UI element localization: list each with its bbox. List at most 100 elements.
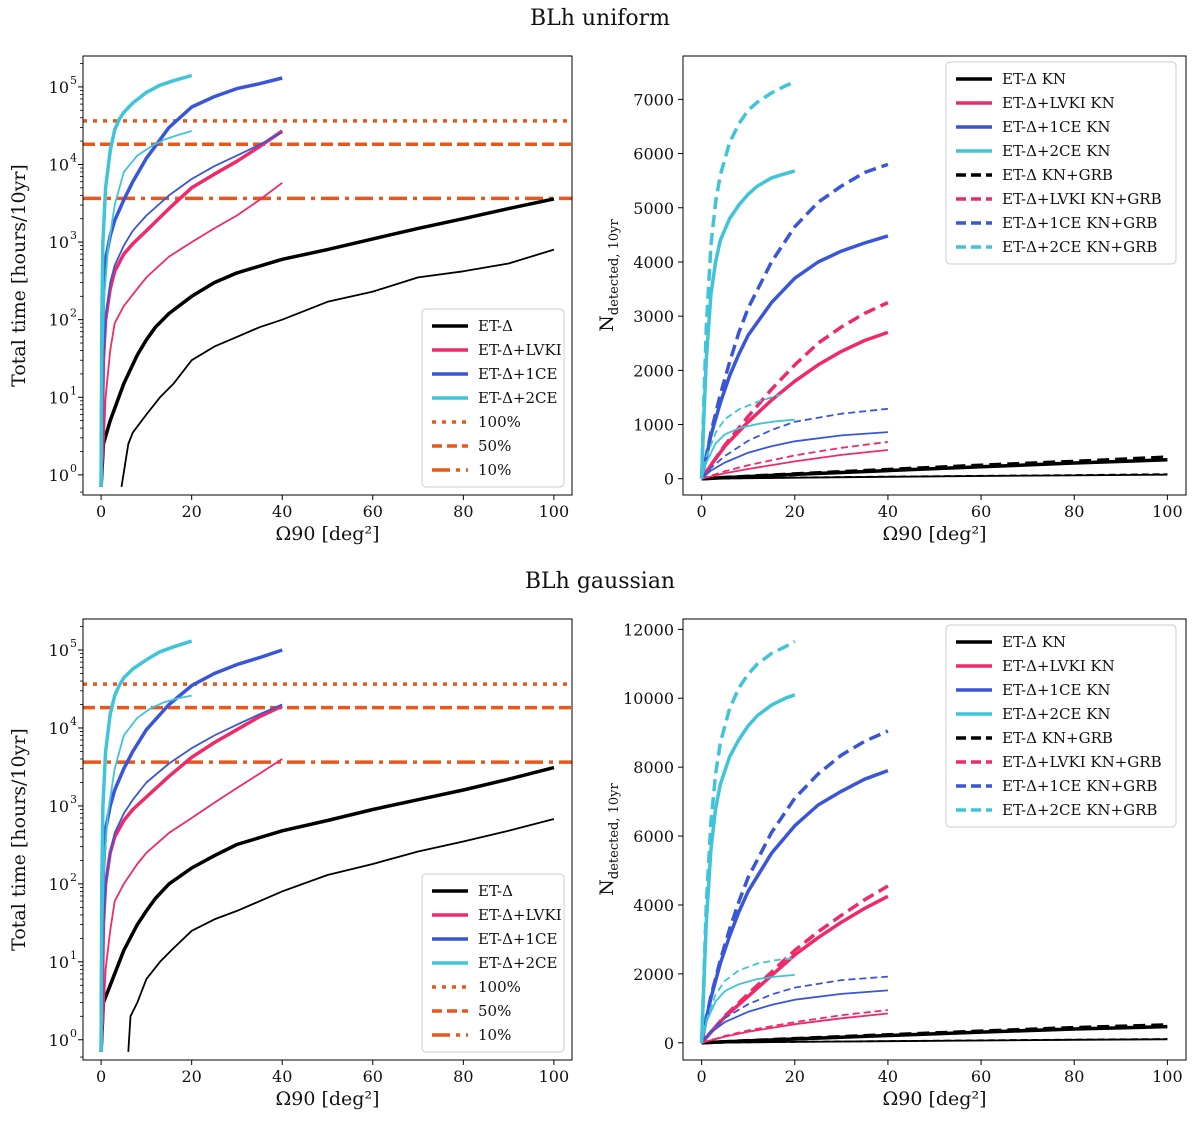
series-line bbox=[100, 182, 283, 487]
y-tick-exponent: 0 bbox=[70, 1027, 77, 1040]
series-line bbox=[100, 131, 283, 487]
legend-label: ET-Δ KN+GRB bbox=[1002, 729, 1113, 747]
series-line bbox=[700, 407, 888, 480]
y-tick-label: 6000 bbox=[633, 827, 674, 846]
y-tick-label: 10 bbox=[49, 953, 69, 972]
plot-frame bbox=[682, 55, 1187, 496]
y-tick-label: 10 bbox=[49, 233, 69, 252]
y-axis-label: Total time [hours/10yr] bbox=[8, 728, 30, 951]
plot-frame bbox=[682, 618, 1187, 1061]
legend-label: ET-Δ+2CE KN bbox=[1002, 142, 1111, 160]
y-tick-label: 12000 bbox=[623, 620, 674, 639]
x-tick-label: 20 bbox=[181, 502, 201, 521]
x-tick-label: 60 bbox=[971, 502, 991, 521]
y-tick-label: 2000 bbox=[633, 361, 674, 380]
legend-label: ET-Δ+LVKI KN+GRB bbox=[1002, 190, 1162, 208]
y-tick-exponent: 5 bbox=[70, 74, 77, 87]
x-tick-label: 60 bbox=[971, 1067, 991, 1086]
y-tick-exponent: 4 bbox=[70, 715, 77, 728]
y-tick-exponent: 5 bbox=[70, 637, 77, 650]
y-tick-exponent: 2 bbox=[70, 871, 77, 884]
legend-label: ET-Δ+2CE bbox=[478, 954, 557, 972]
legend-label: 50% bbox=[478, 437, 511, 455]
y-tick-label: 1000 bbox=[633, 416, 674, 435]
series-line bbox=[100, 758, 283, 1052]
y-tick-label: 3000 bbox=[633, 307, 674, 326]
y-tick-label: 10 bbox=[49, 1031, 69, 1050]
x-axis-label: Ω90 [deg²] bbox=[276, 1088, 380, 1110]
row-title-gaussian: BLh gaussian bbox=[524, 569, 676, 594]
y-tick-label: 4000 bbox=[633, 896, 674, 915]
series-line bbox=[100, 130, 192, 487]
legend: ET-Δ ET-Δ+LVKI ET-Δ+1CE ET-Δ+2CE 100% 50% 10% bbox=[421, 873, 565, 1053]
x-tick-label: 40 bbox=[272, 1067, 292, 1086]
series-line bbox=[701, 1038, 1168, 1044]
legend-label: ET-Δ+1CE KN bbox=[1002, 681, 1111, 699]
y-tick-label: 10 bbox=[49, 797, 69, 816]
series-line bbox=[699, 639, 796, 1043]
x-tick-label: 20 bbox=[785, 502, 805, 521]
series-line bbox=[701, 455, 1168, 481]
legend-label: ET-Δ+LVKI bbox=[478, 341, 562, 359]
legend-label: ET-Δ KN bbox=[1002, 633, 1066, 651]
y-tick-label: 0 bbox=[664, 470, 674, 489]
x-tick-label: 100 bbox=[539, 502, 570, 521]
x-tick-label: 80 bbox=[1064, 502, 1084, 521]
x-tick-label: 20 bbox=[181, 1067, 201, 1086]
plot-frame bbox=[82, 618, 573, 1061]
x-tick-label: 40 bbox=[878, 502, 898, 521]
x-axis-label: Ω90 [deg²] bbox=[883, 523, 987, 545]
legend-label: ET-Δ+1CE bbox=[478, 930, 557, 948]
y-axis-label: Ndetected, 10yr bbox=[596, 782, 622, 895]
series-line bbox=[120, 248, 555, 488]
x-tick-label: 0 bbox=[697, 1067, 707, 1086]
y-tick-label: 2000 bbox=[633, 965, 674, 984]
y-tick-label: 4000 bbox=[633, 253, 674, 272]
x-tick-label: 60 bbox=[363, 1067, 383, 1086]
y-tick-exponent: 1 bbox=[70, 949, 77, 962]
y-tick-label: 5000 bbox=[633, 199, 674, 218]
plot-frame bbox=[82, 55, 573, 496]
series-line bbox=[99, 648, 283, 1052]
legend: ET-Δ KN ET-Δ+LVKI KN ET-Δ+1CE KN ET-Δ+2CE K… bbox=[945, 61, 1177, 265]
y-tick-label: 10 bbox=[49, 155, 69, 174]
y-tick-label: 10 bbox=[49, 78, 69, 97]
x-tick-label: 40 bbox=[878, 1067, 898, 1086]
legend-label: 10% bbox=[478, 1026, 511, 1044]
series-line bbox=[99, 76, 283, 487]
y-tick-exponent: 3 bbox=[70, 793, 77, 806]
series-line bbox=[701, 473, 1168, 480]
y-tick-exponent: 2 bbox=[70, 307, 77, 320]
legend-label: ET-Δ+LVKI KN bbox=[1002, 657, 1115, 675]
y-tick-label: 10 bbox=[49, 466, 69, 485]
legend-label: ET-Δ KN bbox=[1002, 70, 1066, 88]
legend-label: ET-Δ+LVKI KN bbox=[1002, 94, 1115, 112]
legend-label: ET-Δ+1CE KN+GRB bbox=[1002, 214, 1157, 232]
chart-panel-uniform-count: 0 20 40 60 80 1000100020003000400050006000700… bbox=[596, 55, 1187, 545]
series-line bbox=[99, 73, 193, 487]
x-tick-label: 0 bbox=[697, 502, 707, 521]
series-line bbox=[99, 765, 555, 1052]
legend: ET-Δ KN ET-Δ+LVKI KN ET-Δ+1CE KN ET-Δ+2CE K… bbox=[945, 624, 1177, 828]
y-axis-label: Ndetected, 10yr bbox=[596, 218, 622, 331]
series-line bbox=[699, 693, 796, 1043]
series-line bbox=[701, 441, 889, 480]
legend-label: ET-Δ+1CE bbox=[478, 365, 557, 383]
y-tick-label: 0 bbox=[664, 1034, 674, 1053]
series-line bbox=[701, 1023, 1168, 1045]
legend-box bbox=[945, 61, 1177, 265]
series-line bbox=[99, 197, 555, 487]
series-line bbox=[700, 418, 795, 479]
y-tick-label: 10 bbox=[49, 311, 69, 330]
series-line bbox=[699, 80, 796, 479]
legend-label: ET-Δ+1CE KN+GRB bbox=[1002, 777, 1157, 795]
series-line bbox=[99, 129, 284, 487]
x-axis-label: Ω90 [deg²] bbox=[276, 523, 380, 545]
series-line bbox=[701, 449, 888, 480]
legend-label: ET-Δ bbox=[478, 317, 513, 335]
series-line bbox=[701, 1009, 889, 1044]
series-line bbox=[700, 301, 889, 480]
legend-box bbox=[421, 873, 565, 1053]
series-line bbox=[100, 694, 192, 1052]
